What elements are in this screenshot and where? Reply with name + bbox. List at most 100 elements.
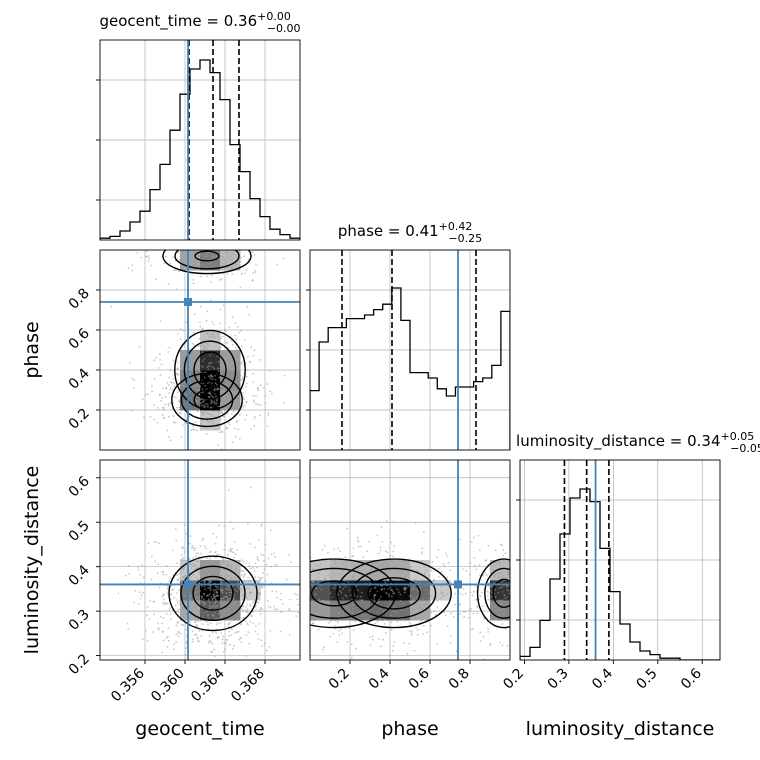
scatter-point bbox=[369, 644, 372, 647]
scatter-point bbox=[442, 595, 445, 597]
scatter-point bbox=[254, 415, 256, 418]
scatter-point bbox=[205, 432, 208, 435]
scatter-point bbox=[340, 572, 343, 575]
scatter-point bbox=[472, 536, 475, 539]
scatter-point bbox=[160, 615, 162, 618]
scatter-point bbox=[217, 265, 219, 268]
scatter-point bbox=[257, 581, 260, 584]
scatter-point bbox=[228, 634, 230, 637]
scatter-point bbox=[194, 634, 196, 636]
scatter-point bbox=[202, 404, 205, 407]
scatter-point bbox=[201, 611, 204, 614]
scatter-point bbox=[515, 551, 517, 553]
scatter-point bbox=[190, 600, 193, 603]
scatter-point bbox=[228, 604, 231, 606]
scatter-point bbox=[176, 574, 179, 576]
scatter-point bbox=[502, 554, 505, 557]
scatter-point bbox=[517, 596, 519, 598]
scatter-point bbox=[219, 279, 222, 281]
density-cell bbox=[390, 600, 411, 621]
scatter-point bbox=[209, 557, 211, 560]
scatter-point bbox=[302, 597, 304, 599]
scatter-point bbox=[208, 578, 211, 581]
scatter-point bbox=[428, 574, 431, 577]
scatter-point bbox=[235, 568, 238, 571]
scatter-point bbox=[250, 346, 253, 349]
scatter-point bbox=[444, 552, 447, 555]
scatter-point bbox=[206, 243, 208, 245]
scatter-point bbox=[229, 588, 232, 591]
scatter-point bbox=[182, 262, 185, 264]
scatter-point bbox=[228, 423, 231, 426]
scatter-point bbox=[183, 559, 186, 562]
scatter-point bbox=[370, 588, 373, 591]
scatter-point bbox=[211, 361, 213, 364]
scatter-point bbox=[395, 611, 398, 614]
scatter-point bbox=[257, 633, 259, 635]
scatter-point bbox=[383, 588, 386, 590]
scatter-point bbox=[282, 635, 284, 637]
scatter-point bbox=[178, 244, 180, 246]
scatter-point bbox=[199, 601, 202, 603]
scatter-point bbox=[164, 255, 167, 258]
scatter-point bbox=[208, 641, 210, 644]
scatter-point bbox=[199, 589, 202, 592]
scatter-point bbox=[257, 638, 260, 641]
scatter-point bbox=[160, 363, 163, 366]
scatter-point bbox=[173, 643, 175, 646]
title-minus: −0.25 bbox=[448, 232, 482, 245]
scatter-point bbox=[233, 427, 236, 430]
scatter-point bbox=[200, 365, 203, 368]
scatter-point bbox=[175, 396, 177, 399]
scatter-point bbox=[488, 591, 491, 594]
x-tick-label: 0.5 bbox=[634, 666, 661, 693]
scatter-point bbox=[214, 428, 217, 431]
scatter-point bbox=[174, 604, 177, 607]
scatter-point bbox=[202, 600, 204, 603]
scatter-point bbox=[149, 416, 152, 418]
scatter-point bbox=[212, 415, 215, 418]
scatter-point bbox=[236, 584, 239, 587]
scatter-point bbox=[288, 633, 291, 636]
scatter-point bbox=[167, 350, 170, 353]
scatter-point bbox=[219, 564, 221, 567]
scatter-point bbox=[528, 624, 530, 626]
scatter-point bbox=[209, 550, 212, 553]
scatter-point bbox=[275, 596, 278, 599]
scatter-point bbox=[232, 551, 235, 553]
scatter-point bbox=[166, 565, 168, 567]
scatter-point bbox=[389, 614, 392, 617]
scatter-point bbox=[151, 390, 154, 393]
scatter-point bbox=[425, 631, 428, 634]
scatter-point bbox=[302, 568, 304, 570]
scatter-point bbox=[430, 569, 433, 572]
scatter-point bbox=[196, 560, 198, 563]
scatter-point bbox=[218, 524, 221, 527]
scatter-point bbox=[449, 634, 452, 637]
scatter-point bbox=[500, 543, 502, 546]
scatter-point bbox=[228, 644, 231, 646]
scatter-point bbox=[215, 567, 217, 570]
scatter-point bbox=[241, 588, 244, 591]
scatter-point bbox=[513, 612, 515, 614]
scatter-point bbox=[224, 588, 227, 590]
scatter-point bbox=[324, 578, 327, 581]
scatter-point bbox=[257, 559, 260, 562]
scatter-point bbox=[461, 593, 464, 596]
scatter-point bbox=[224, 394, 227, 397]
scatter-point bbox=[191, 562, 194, 565]
scatter-point bbox=[431, 561, 434, 564]
scatter-point bbox=[200, 264, 203, 267]
scatter-point bbox=[315, 564, 318, 567]
scatter-point bbox=[344, 585, 347, 588]
scatter-point bbox=[243, 339, 246, 342]
scatter-point bbox=[432, 610, 435, 613]
scatter-point bbox=[464, 592, 467, 595]
scatter-point bbox=[226, 341, 229, 344]
scatter-point bbox=[230, 232, 232, 234]
scatter-point bbox=[192, 278, 195, 281]
scatter-point bbox=[249, 235, 251, 237]
title-minus: −0.00 bbox=[267, 22, 301, 35]
scatter-point bbox=[166, 480, 168, 482]
scatter-point bbox=[379, 572, 382, 575]
